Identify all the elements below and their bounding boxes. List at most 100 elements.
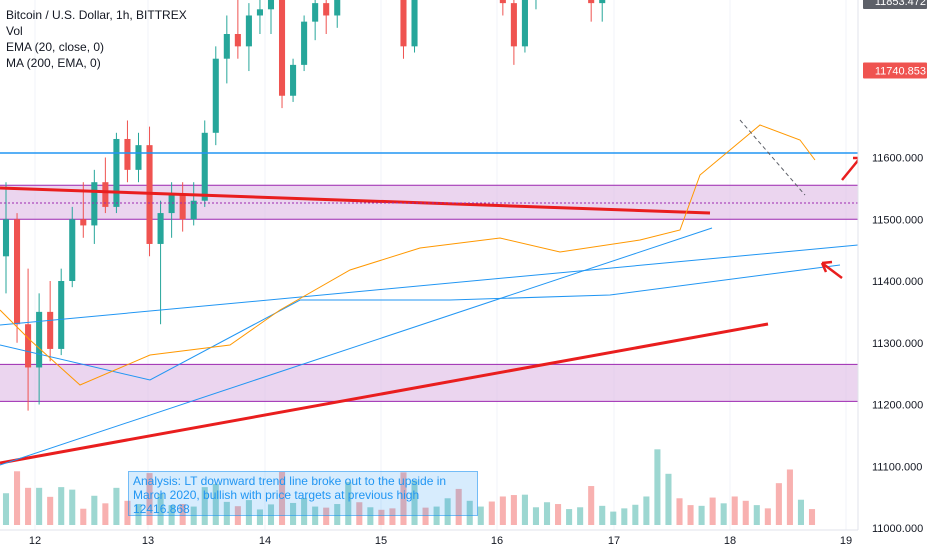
volume-bar-61	[676, 498, 683, 525]
candle-body-29	[323, 3, 330, 16]
volume-bar-12	[135, 504, 142, 525]
volume-bar-51	[566, 509, 573, 525]
support-resistance-zones	[0, 184, 858, 402]
ma-indicator-label[interactable]: MA (200, EMA, 0)	[6, 56, 101, 70]
candle-body-16	[179, 194, 186, 220]
volume-bar-13	[146, 473, 153, 525]
candle-body-2	[25, 324, 32, 368]
volume-bar-52	[577, 507, 584, 525]
time-tick-label-5: 17	[608, 535, 620, 547]
volume-bar-8	[91, 495, 98, 525]
candle-body-23	[256, 9, 263, 16]
time-tick-label-0: 12	[29, 535, 41, 547]
candle-body-25	[278, 0, 286, 96]
volume-bar-27	[301, 497, 308, 525]
volume-bar-24	[267, 504, 275, 525]
volume-bar-45	[499, 496, 506, 525]
candle-body-6	[69, 219, 76, 281]
downtrend-line	[0, 186, 711, 215]
volume-bar-57	[632, 504, 639, 525]
volume-bar-62	[687, 505, 694, 525]
time-tick-label-1: 13	[142, 535, 154, 547]
time-axis[interactable]: 12 13 14 15 16 17 18 19	[0, 529, 858, 547]
price-axis[interactable]: 12600.00012500.00012400.00012200.0001210…	[857, 0, 932, 550]
price-badge-bg-11	[863, 62, 927, 79]
volume-bar-44	[488, 501, 495, 525]
volume-bar-63	[698, 505, 705, 525]
volume-bar-40	[444, 498, 451, 525]
volume-bar-64	[709, 497, 716, 525]
volume-bar-58	[643, 496, 650, 525]
volume-bar-47	[521, 494, 528, 525]
volume-bar-38	[422, 507, 429, 525]
drawn-lines	[0, 119, 862, 466]
volume-bar-32	[356, 502, 363, 525]
candle-body-18	[201, 132, 208, 201]
time-tick-label-3: 15	[375, 535, 387, 547]
volume-bar-35	[389, 508, 396, 525]
candle-body-26	[290, 64, 297, 96]
volume-bar-19	[212, 483, 219, 525]
price-badges: 12457.51112395.13612300.15312156.3901213…	[863, 0, 927, 79]
volume-bar-6	[69, 489, 76, 525]
candle-body-22	[245, 15, 252, 47]
candle-body-5	[58, 281, 65, 349]
vol-indicator-label[interactable]: Vol	[6, 24, 23, 38]
candle-body-3	[36, 311, 43, 368]
candle-body-19	[212, 58, 219, 133]
up-arrow-annotation	[841, 156, 862, 181]
candle-body-45	[499, 0, 506, 4]
price-tick-label-11: 11000.000	[872, 523, 923, 535]
candle-body-36	[400, 0, 407, 47]
volume-bar-9	[102, 503, 109, 525]
price-tick-label-6: 11500.000	[872, 214, 923, 226]
volume-bar-48	[532, 507, 540, 525]
time-tick-label-6: 18	[724, 535, 736, 547]
volume-bar-71	[786, 469, 793, 525]
volume-bar-73	[808, 509, 816, 525]
volume-bar-54	[599, 505, 606, 525]
volume-bar-41	[455, 488, 462, 525]
volume-bar-30	[334, 504, 341, 525]
price-badge-bg-10	[863, 0, 927, 9]
volume-bar-3	[36, 487, 43, 525]
candle-body-53	[588, 0, 595, 4]
volume-bar-26	[290, 502, 297, 525]
analysis-note[interactable]: Analysis: LT downward trend line broke o…	[128, 471, 478, 516]
symbol-title[interactable]: Bitcoin / U.S. Dollar, 1h, BITTREX	[6, 8, 187, 22]
candle-body-28	[312, 3, 319, 22]
price-badge-11: 11740.853	[875, 66, 926, 78]
volume-bar-59	[654, 449, 661, 525]
candle-body-8	[91, 182, 98, 226]
candle-body-9	[102, 182, 109, 207]
price-badge-10: 11853.472	[875, 0, 926, 8]
volume-bar-68	[753, 505, 760, 525]
candle-body-21	[234, 34, 241, 47]
blue-channel-line	[0, 244, 859, 326]
volume-bars	[2, 449, 816, 525]
volume-bar-55	[610, 511, 617, 525]
ema-indicator-label[interactable]: EMA (20, close, 0)	[6, 40, 105, 54]
volume-bar-10	[113, 487, 120, 525]
volume-bar-16	[179, 504, 186, 525]
volume-bar-5	[58, 487, 65, 525]
volume-bar-67	[742, 500, 749, 525]
zone-fill-3	[0, 364, 858, 402]
candle-body-30	[334, 0, 341, 16]
candle-body-37	[411, 0, 418, 47]
candle-body-12	[135, 145, 142, 170]
volume-bar-72	[797, 499, 804, 525]
volume-bar-65	[720, 503, 727, 525]
time-tick-label-2: 14	[259, 535, 271, 547]
volume-bar-0	[2, 493, 10, 525]
volume-bar-33	[367, 507, 374, 525]
volume-bar-14	[157, 493, 164, 525]
candle-body-4	[47, 311, 54, 349]
uptrend-line	[0, 322, 769, 465]
volume-bar-43	[477, 506, 484, 525]
candle-body-10	[113, 138, 120, 207]
blue-trend-line	[0, 227, 713, 466]
volume-bar-56	[621, 508, 628, 525]
price-tick-label-8: 11300.000	[872, 338, 923, 350]
